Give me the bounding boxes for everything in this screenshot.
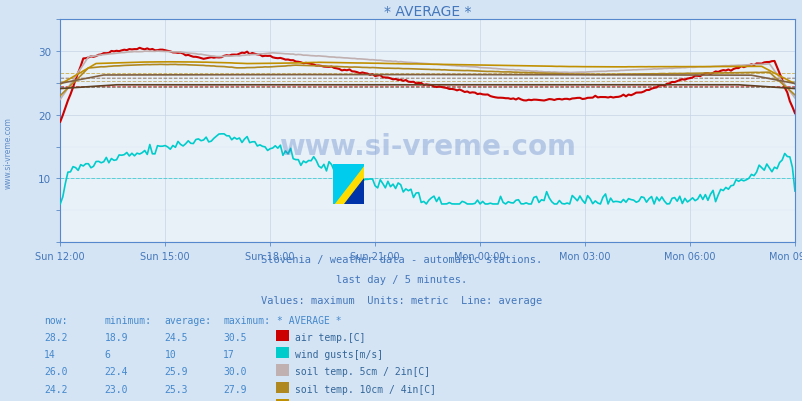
Text: 30.0: 30.0	[223, 367, 246, 377]
Text: 17: 17	[223, 349, 235, 359]
Text: 18.9: 18.9	[104, 332, 128, 342]
Text: 25.3: 25.3	[164, 384, 188, 394]
Title: * AVERAGE *: * AVERAGE *	[383, 5, 471, 19]
Text: last day / 5 minutes.: last day / 5 minutes.	[335, 275, 467, 285]
Text: www.si-vreme.com: www.si-vreme.com	[3, 117, 13, 188]
Text: 25.9: 25.9	[164, 367, 188, 377]
Polygon shape	[333, 164, 363, 205]
Text: 23.0: 23.0	[104, 384, 128, 394]
Polygon shape	[343, 178, 363, 205]
Text: soil temp. 10cm / 4in[C]: soil temp. 10cm / 4in[C]	[294, 384, 435, 394]
Text: * AVERAGE *: * AVERAGE *	[277, 315, 341, 325]
Text: maximum:: maximum:	[223, 315, 270, 325]
Text: www.si-vreme.com: www.si-vreme.com	[279, 133, 575, 161]
Text: 14: 14	[44, 349, 56, 359]
Text: Values: maximum  Units: metric  Line: average: Values: maximum Units: metric Line: aver…	[261, 295, 541, 305]
Text: 24.2: 24.2	[44, 384, 67, 394]
Text: now:: now:	[44, 315, 67, 325]
Text: minimum:: minimum:	[104, 315, 152, 325]
Text: 30.5: 30.5	[223, 332, 246, 342]
Text: 26.0: 26.0	[44, 367, 67, 377]
Text: average:: average:	[164, 315, 212, 325]
Text: 6: 6	[104, 349, 110, 359]
Text: 22.4: 22.4	[104, 367, 128, 377]
Text: 10: 10	[164, 349, 176, 359]
Text: 27.9: 27.9	[223, 384, 246, 394]
Text: air temp.[C]: air temp.[C]	[294, 332, 365, 342]
Text: 28.2: 28.2	[44, 332, 67, 342]
Text: wind gusts[m/s]: wind gusts[m/s]	[294, 349, 383, 359]
Text: Slovenia / weather data - automatic stations.: Slovenia / weather data - automatic stat…	[261, 255, 541, 265]
Text: soil temp. 5cm / 2in[C]: soil temp. 5cm / 2in[C]	[294, 367, 429, 377]
Text: 24.5: 24.5	[164, 332, 188, 342]
